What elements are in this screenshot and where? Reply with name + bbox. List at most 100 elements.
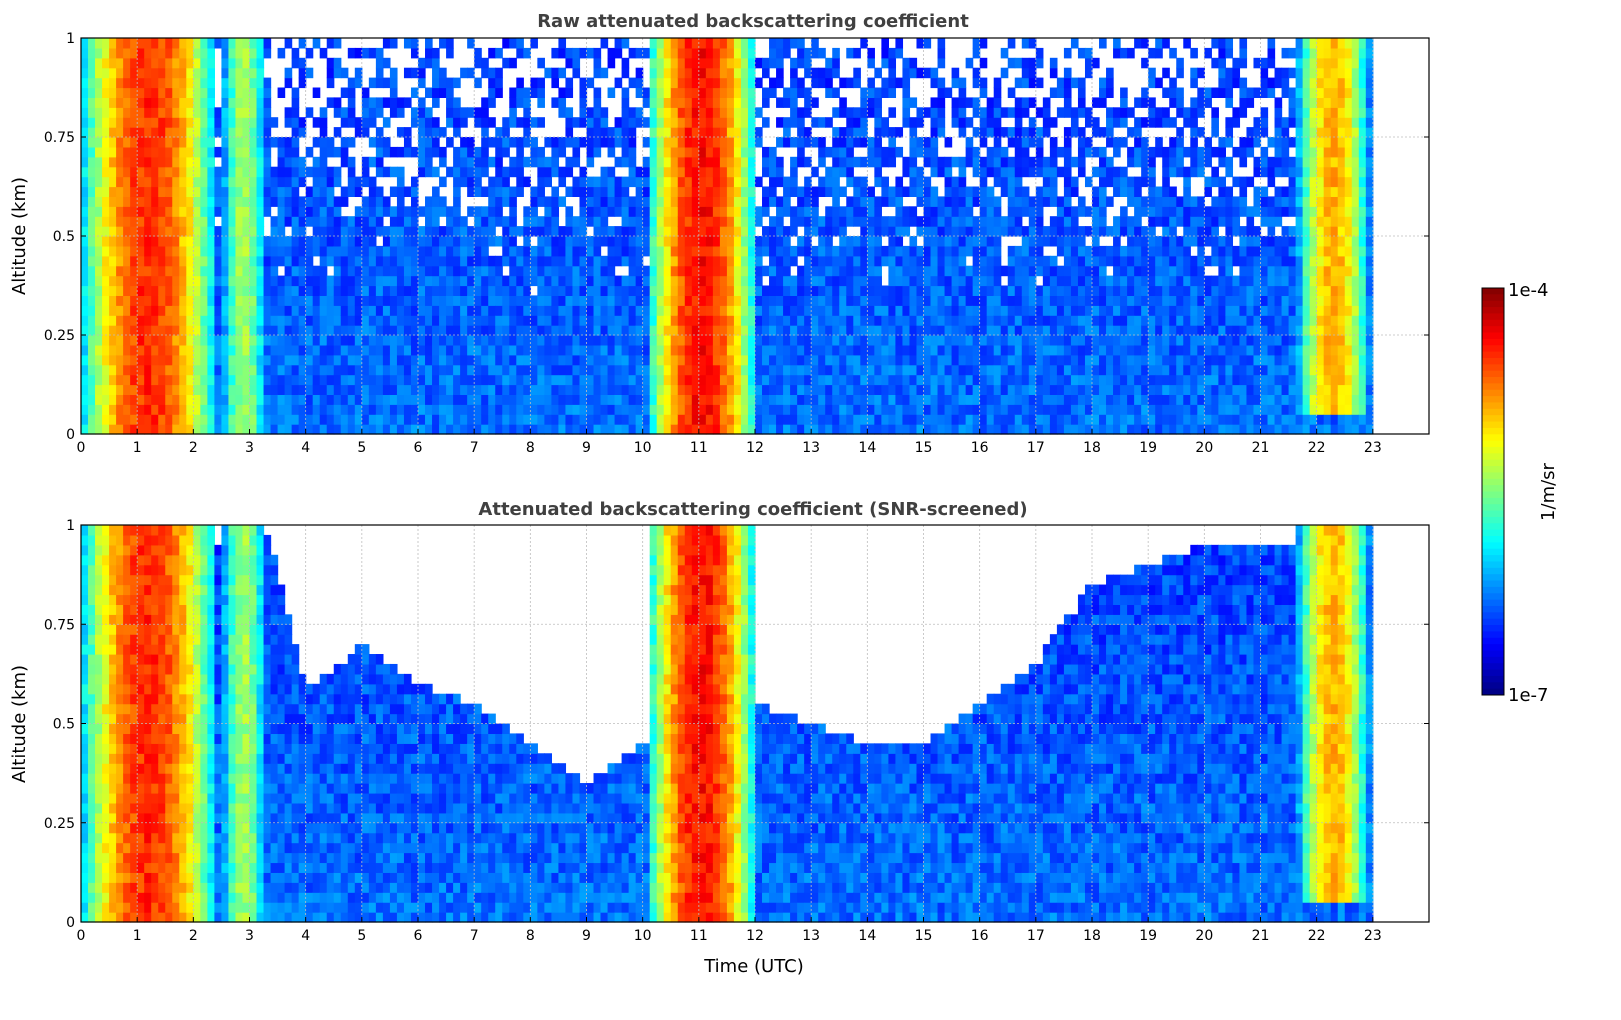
heatmap-cell	[762, 305, 770, 316]
heatmap-cell	[1049, 295, 1058, 306]
heatmap-cell	[256, 424, 265, 435]
heatmap-cell	[1007, 245, 1016, 257]
heatmap-cell	[1049, 57, 1058, 69]
heatmap-cell	[762, 57, 770, 69]
heatmap-cell	[1007, 255, 1016, 267]
heatmap-cell	[762, 404, 770, 415]
heatmap-cell	[488, 186, 496, 197]
heatmap-cell	[825, 275, 833, 287]
heatmap-cell	[403, 186, 412, 197]
heatmap-cell	[972, 156, 981, 168]
heatmap-cell	[235, 186, 244, 197]
heatmap-cell	[593, 57, 602, 69]
heatmap-cell	[375, 344, 384, 356]
heatmap-cell	[256, 265, 265, 277]
heatmap-cell	[1035, 265, 1044, 277]
heatmap-cell	[319, 117, 328, 128]
heatmap-cell	[235, 47, 244, 59]
heatmap-cell	[158, 364, 166, 376]
heatmap-cell	[516, 117, 524, 128]
heatmap-cell	[382, 305, 391, 316]
heatmap-cell	[691, 186, 700, 197]
heatmap-cell	[340, 305, 349, 316]
heatmap-cell	[593, 424, 602, 435]
heatmap-cell	[277, 255, 286, 267]
heatmap-cell	[102, 404, 110, 415]
heatmap-cell	[375, 414, 384, 425]
heatmap-cell	[537, 364, 545, 376]
heatmap-cell	[832, 374, 840, 386]
heatmap-cell	[663, 176, 672, 188]
heatmap-cell	[277, 137, 286, 148]
heatmap-cell	[902, 186, 911, 197]
heatmap-cell	[158, 186, 166, 197]
heatmap-cell	[270, 384, 279, 395]
heatmap-cell	[446, 384, 454, 395]
heatmap-cell	[509, 156, 517, 168]
heatmap-cell	[418, 245, 426, 257]
heatmap-cell	[1049, 325, 1058, 336]
heatmap-cell	[979, 57, 988, 69]
heatmap-cell	[382, 77, 391, 89]
heatmap-cell	[460, 166, 468, 178]
heatmap-cell	[874, 394, 882, 405]
heatmap-cell	[972, 374, 981, 386]
heatmap-cell	[565, 305, 574, 316]
heatmap-cell	[305, 354, 314, 366]
heatmap-cell	[207, 117, 215, 128]
heatmap-cell	[305, 265, 314, 277]
heatmap-cell	[958, 315, 967, 326]
heatmap-cell	[368, 236, 377, 247]
heatmap-cell	[530, 226, 538, 237]
heatmap-cell	[144, 216, 152, 227]
heatmap-cell	[895, 384, 904, 395]
heatmap-cell	[677, 156, 686, 168]
heatmap-cell	[888, 236, 897, 247]
heatmap-cell	[621, 285, 630, 296]
heatmap-cell	[747, 186, 756, 197]
heatmap-cell	[712, 226, 721, 237]
heatmap-cell	[410, 87, 419, 98]
heatmap-cell	[256, 354, 265, 366]
heatmap-cell	[263, 315, 272, 326]
heatmap-cell	[368, 206, 377, 217]
heatmap-cell	[326, 384, 335, 395]
heatmap-cell	[88, 57, 96, 69]
heatmap-cell	[656, 38, 665, 49]
heatmap-cell	[832, 196, 840, 207]
heatmap-cell	[839, 226, 847, 237]
heatmap-cell	[853, 344, 861, 356]
heatmap-cell	[263, 424, 272, 435]
heatmap-cell	[1084, 176, 1093, 188]
heatmap-cell	[389, 335, 398, 346]
heatmap-cell	[137, 384, 145, 395]
heatmap-cell	[382, 364, 391, 376]
heatmap-cell	[361, 97, 370, 108]
heatmap-cell	[151, 236, 159, 247]
heatmap-cell	[432, 117, 440, 128]
heatmap-cell	[1070, 384, 1079, 395]
heatmap-cell	[410, 216, 419, 227]
heatmap-cell	[811, 305, 819, 316]
heatmap-cell	[439, 77, 447, 89]
heatmap-cell	[607, 265, 616, 277]
heatmap-cell	[621, 127, 630, 138]
heatmap-cell	[453, 206, 461, 217]
heatmap-cell	[916, 265, 925, 277]
heatmap-cell	[88, 394, 96, 405]
heatmap-cell	[726, 265, 735, 277]
heatmap-cell	[614, 354, 623, 366]
heatmap-cell	[221, 424, 230, 435]
heatmap-cell	[776, 47, 784, 59]
heatmap-cell	[853, 265, 861, 277]
heatmap-cell	[186, 265, 194, 277]
heatmap-cell	[502, 305, 510, 316]
heatmap-cell	[389, 255, 398, 267]
heatmap-cell	[137, 166, 145, 178]
heatmap-cell	[1070, 216, 1079, 227]
heatmap-cell	[965, 335, 974, 346]
heatmap-cell	[242, 305, 251, 316]
heatmap-cell	[832, 305, 840, 316]
heatmap-cell	[509, 424, 517, 435]
heatmap-cell	[1000, 344, 1009, 356]
